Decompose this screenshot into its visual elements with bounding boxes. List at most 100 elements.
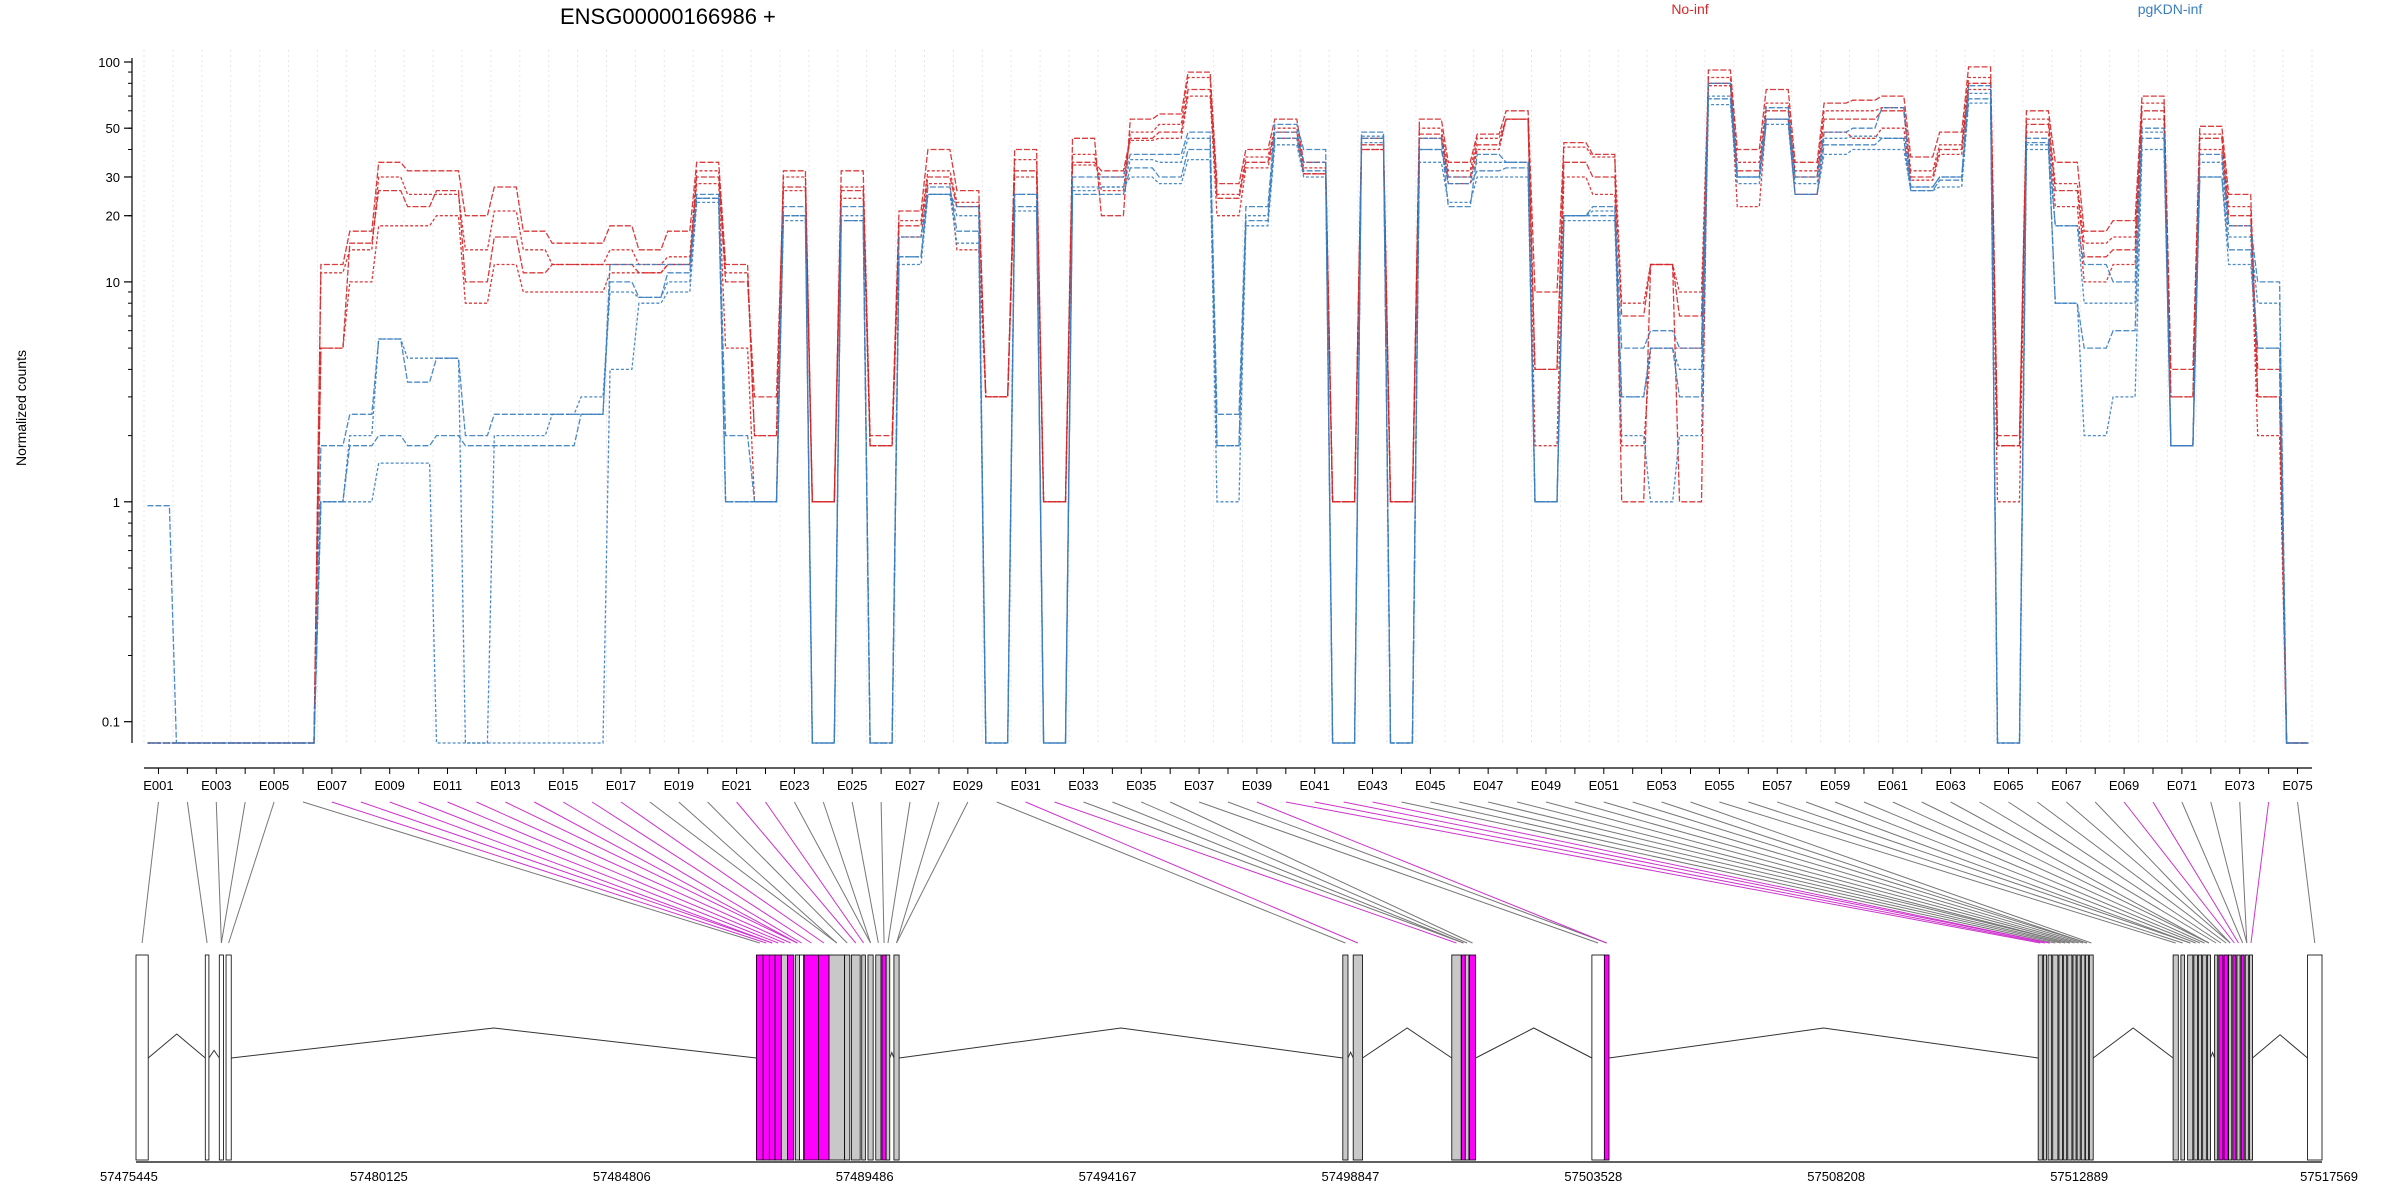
exon-connector — [1950, 801, 2210, 944]
count-lines — [147, 66, 2309, 744]
x-tick-label: E001 — [143, 778, 173, 793]
x-tick-label: E043 — [1357, 778, 1387, 793]
exon-connector — [447, 801, 785, 944]
exon-connector — [2210, 801, 2248, 944]
exon-connector — [1083, 801, 1464, 944]
exon-connector — [1343, 801, 2050, 944]
gene-exon-block — [828, 954, 846, 1161]
exon-connector — [2037, 801, 2227, 944]
coord-tick-label: 57508208 — [1807, 1169, 1865, 1184]
x-tick-label: E009 — [375, 778, 405, 793]
gene-exon-block — [1469, 954, 1477, 1161]
gene-exon-block — [867, 954, 874, 1161]
gene-exon-block — [774, 954, 782, 1161]
exon-connector — [736, 801, 857, 944]
exon-connector — [1603, 801, 2084, 944]
x-tick-label: E021 — [721, 778, 751, 793]
x-tick-label: E053 — [1646, 778, 1676, 793]
gene-exon-block — [755, 954, 764, 1161]
exon-connector — [2152, 801, 2239, 944]
intron-line — [2210, 1051, 2216, 1059]
gene-exon-block — [2089, 954, 2094, 1161]
gene-exon-block — [2042, 954, 2047, 1161]
x-tick-label: E063 — [1935, 778, 1965, 793]
gene-exon-block — [885, 954, 891, 1161]
coord-tick-label: 57480125 — [350, 1169, 408, 1184]
exon-connector — [1488, 801, 2070, 944]
exon-connector — [331, 801, 767, 944]
gene-exon-block — [2037, 954, 2043, 1161]
x-tick-label: E003 — [201, 778, 231, 793]
exon-connector — [1169, 801, 1473, 944]
gene-exon-block — [803, 954, 820, 1161]
x-tick-label: E011 — [433, 778, 462, 793]
exon-connector — [1459, 801, 2066, 944]
gene-exon-block — [1464, 954, 1470, 1161]
exon-connector — [1545, 801, 2075, 944]
x-tick-label: E051 — [1589, 778, 1619, 793]
gene-exon-block — [204, 954, 210, 1161]
gene-exon-block — [1451, 954, 1462, 1161]
gene-exon-block — [875, 954, 882, 1161]
x-tick-label: E019 — [664, 778, 694, 793]
exon-connector — [2250, 801, 2270, 944]
gene-exon-block — [2240, 954, 2245, 1161]
gene-exon-block — [844, 954, 851, 1161]
exon-connector — [1025, 801, 1359, 944]
x-tick-label: E027 — [895, 778, 925, 793]
gene-exon-block — [2058, 954, 2063, 1161]
intron-line — [208, 1049, 220, 1059]
x-tick-label: E047 — [1473, 778, 1503, 793]
series-line-pgkdn-inf — [147, 92, 2309, 744]
exon-connector — [1921, 801, 2210, 944]
exon-connector — [1574, 801, 2079, 944]
exon-connector-lines — [141, 801, 2316, 944]
y-tick-label: 30 — [106, 170, 120, 185]
y-tick-label: 100 — [98, 55, 120, 70]
intron-line — [2252, 1034, 2308, 1059]
exon-connector — [1892, 801, 2205, 944]
intron-line — [1362, 1027, 1453, 1059]
exon-connector — [793, 801, 872, 944]
x-tick-label: E045 — [1415, 778, 1445, 793]
x-tick-label: E071 — [2167, 778, 2197, 793]
gene-exon-block — [818, 954, 830, 1161]
coord-tick-label: 57503528 — [1564, 1169, 1622, 1184]
series-line-no-inf — [147, 66, 2309, 744]
x-tick-label: E049 — [1531, 778, 1561, 793]
gene-exon-block — [2047, 954, 2053, 1161]
intron-line — [1475, 1027, 1593, 1059]
exon-x-axis: E001 E003 E005 E007 E009 E011 E013 E015 E017 E019… — [143, 767, 2313, 793]
exon-connector — [649, 801, 838, 944]
exon-connector — [896, 801, 940, 944]
gene-exon-block — [2206, 954, 2211, 1161]
exon-connector — [2008, 801, 2222, 944]
exon-connector — [2094, 801, 2231, 944]
series-line-pgkdn-inf — [147, 82, 2309, 744]
gene-exon-block — [2085, 954, 2089, 1161]
gene-exon-block — [135, 954, 149, 1161]
exon-connector — [1661, 801, 2088, 944]
exon-connector — [1777, 801, 2191, 944]
gene-exon-block — [2180, 954, 2185, 1161]
gene-exon-block — [2202, 954, 2207, 1161]
exon-connector — [215, 801, 222, 944]
exon-connector — [896, 801, 969, 944]
gene-exon-block — [2072, 954, 2077, 1161]
exon-connector — [1748, 801, 2183, 944]
x-tick-label: E073 — [2225, 778, 2255, 793]
exon-connector — [765, 801, 864, 944]
x-tick-label: E023 — [779, 778, 809, 793]
x-tick-label: E033 — [1068, 778, 1098, 793]
exon-connector — [534, 801, 798, 944]
intron-line — [899, 1027, 1343, 1059]
x-tick-label: E029 — [953, 778, 983, 793]
x-tick-label: E035 — [1126, 778, 1156, 793]
gene-exon-block — [780, 954, 788, 1161]
exon-connector — [880, 801, 885, 944]
y-axis: 0.1 1 10 20 30 50 100 — [98, 55, 133, 743]
exon-connector — [141, 801, 159, 944]
exon-connector — [1141, 801, 1468, 944]
y-tick-label: 1 — [113, 495, 120, 510]
gene-exon-block — [794, 954, 800, 1161]
